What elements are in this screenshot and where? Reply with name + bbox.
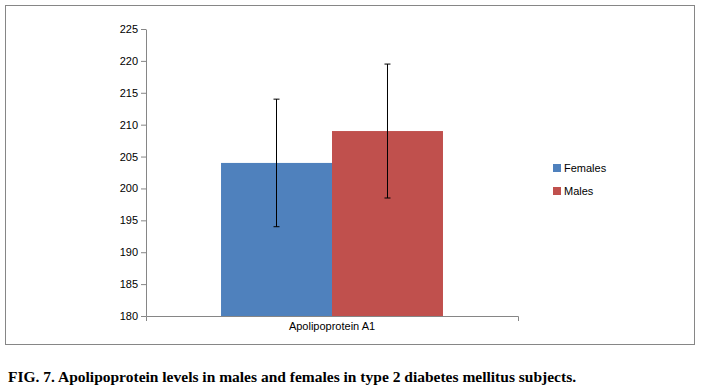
- y-tick: 210: [120, 119, 146, 131]
- y-axis: 180 185 190 195 200 205 210 215 220 225: [120, 23, 147, 322]
- y-tick-label: 215: [120, 87, 138, 99]
- x-tick-label: Apolipoprotein A1: [289, 320, 375, 332]
- y-tick-label: 220: [120, 55, 138, 67]
- y-tick: 205: [120, 151, 146, 163]
- x-tick: Apolipoprotein A1: [289, 316, 375, 332]
- legend-item: Males: [553, 185, 594, 197]
- y-tick-mark: [141, 29, 146, 30]
- legend-swatch: [553, 187, 561, 195]
- legend-item: Females: [553, 162, 607, 174]
- y-tick: 185: [120, 278, 146, 290]
- y-tick-mark: [141, 220, 146, 221]
- y-axis-line: [146, 30, 147, 317]
- y-tick-mark: [141, 252, 146, 253]
- y-tick-label: 225: [120, 23, 138, 35]
- y-tick-mark: [141, 157, 146, 158]
- marks: [221, 64, 443, 316]
- y-tick-label: 190: [120, 246, 138, 258]
- y-tick: 190: [120, 246, 146, 258]
- y-tick: 215: [120, 87, 146, 99]
- y-tick-mark: [141, 284, 146, 285]
- error-bar-line: [274, 226, 280, 227]
- y-tick-label: 210: [120, 119, 138, 131]
- y-tick-mark: [141, 61, 146, 62]
- y-tick: 225: [120, 23, 146, 35]
- y-tick: 200: [120, 182, 146, 194]
- legend: Females Males: [553, 162, 607, 197]
- error-bar: [274, 99, 280, 227]
- series: [332, 64, 443, 316]
- error-bar: [384, 64, 390, 198]
- y-tick-mark: [141, 316, 146, 317]
- y-tick-label: 180: [120, 310, 138, 322]
- plot: 180 185 190 195 200 205 210 215 220 225 Apolipopro…: [120, 23, 519, 332]
- legend-swatch: [553, 164, 561, 172]
- error-bar-line: [384, 198, 390, 199]
- y-tick-label: 185: [120, 278, 138, 290]
- y-tick: 180: [120, 310, 146, 322]
- y-tick-mark: [141, 188, 146, 189]
- error-bar-line: [274, 99, 280, 100]
- legend-label: Females: [564, 162, 607, 174]
- y-tick-label: 195: [120, 214, 138, 226]
- series: [221, 99, 332, 316]
- y-tick-label: 200: [120, 182, 138, 194]
- error-bar-line: [276, 99, 277, 227]
- y-tick-label: 205: [120, 151, 138, 163]
- y-tick-mark: [141, 93, 146, 94]
- error-bar-line: [387, 64, 388, 198]
- error-bar-line: [384, 64, 390, 65]
- y-tick: 195: [120, 214, 146, 226]
- title: FIG. 7. Apolipoprotein levels in males a…: [8, 368, 576, 385]
- chart: 180 185 190 195 200 205 210 215 220 225 Apolipopro…: [0, 0, 704, 391]
- y-tick: 220: [120, 55, 146, 67]
- y-tick-mark: [141, 125, 146, 126]
- chart-frame: [6, 6, 695, 345]
- legend-label: Males: [564, 185, 594, 197]
- x-axis: Apolipoprotein A1: [147, 316, 519, 332]
